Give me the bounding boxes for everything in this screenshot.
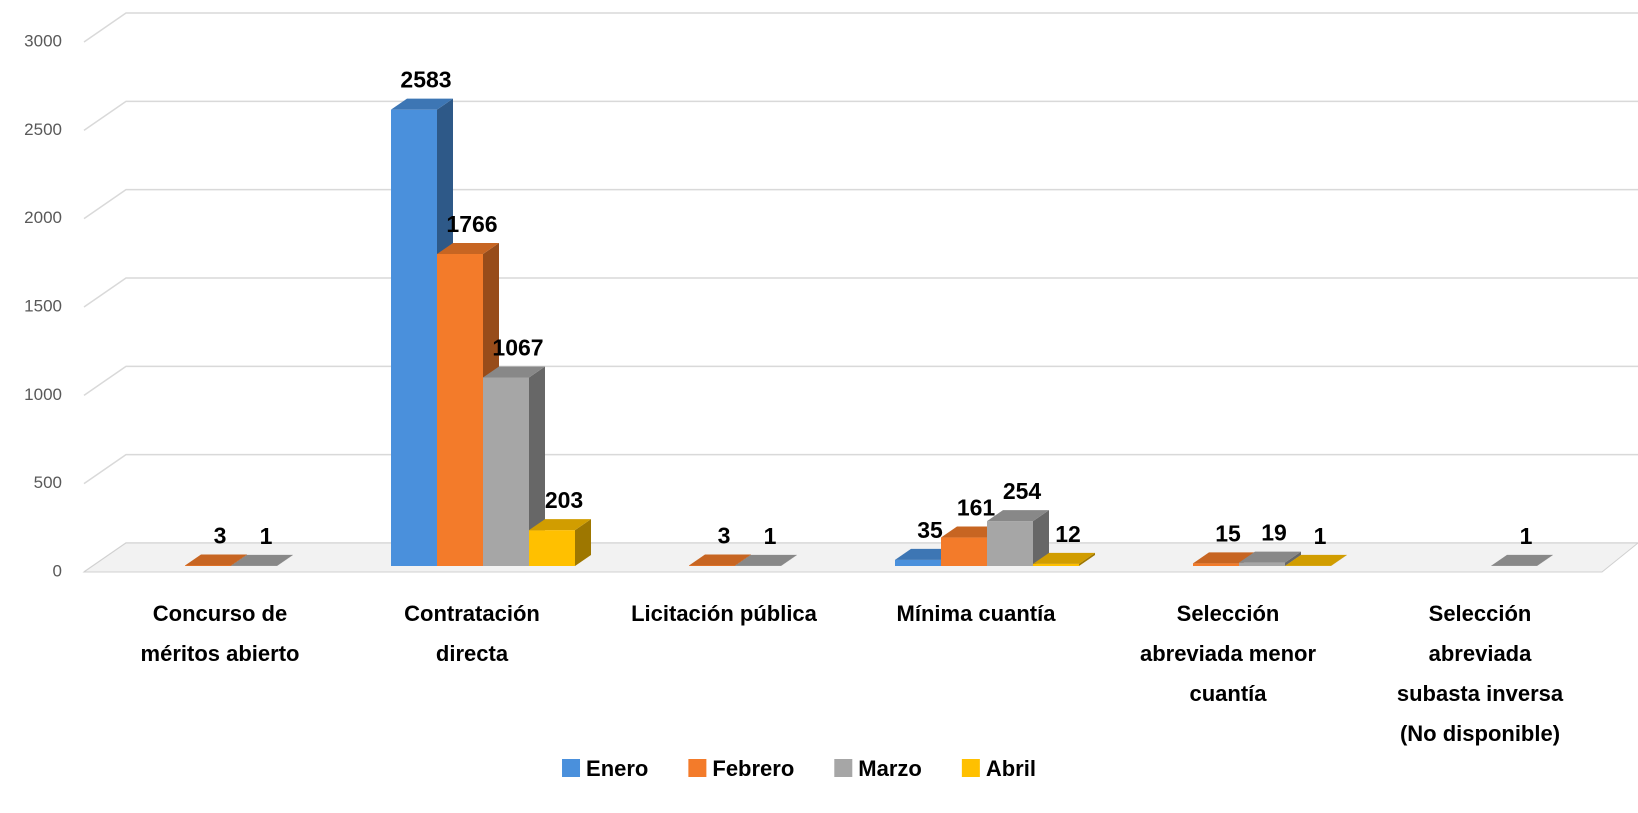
legend-swatch	[562, 759, 581, 777]
y-tick-label: 3000	[24, 31, 62, 50]
bar-side	[1033, 510, 1049, 566]
bar	[1239, 551, 1301, 566]
legend-label: Abril	[986, 756, 1036, 781]
legend-swatch	[834, 759, 853, 777]
x-tick-label: Mínima cuantía	[897, 601, 1057, 626]
y-tick-label: 1000	[24, 385, 62, 404]
bar-top	[391, 98, 453, 110]
x-tick-label: Contratación directa	[404, 601, 540, 666]
legend-label: Marzo	[858, 756, 922, 781]
grid-line	[83, 188, 1638, 220]
grid-line	[83, 453, 1638, 485]
bar-front	[185, 565, 231, 566]
bar-front	[529, 530, 575, 566]
bar-top	[1285, 554, 1347, 566]
bar-top	[483, 366, 545, 378]
x-tick-label: Concurso de méritos abierto	[141, 601, 300, 666]
value-label: 3	[718, 523, 731, 549]
bar	[231, 554, 293, 566]
grid-line	[83, 365, 1638, 396]
bar-top	[437, 243, 499, 255]
bar-top	[1033, 552, 1095, 564]
y-tick-label: 0	[53, 561, 62, 580]
grid-line	[83, 100, 1638, 131]
value-label: 35	[917, 517, 943, 543]
bar-top	[185, 554, 247, 566]
bar-front	[437, 254, 483, 567]
bar-front	[1193, 563, 1239, 566]
y-tick-label: 2000	[24, 208, 62, 227]
legend: Enero Febrero Marzo Abril	[562, 756, 1036, 781]
value-label: 1	[764, 523, 777, 549]
value-label: 19	[1261, 520, 1287, 546]
value-label: 3	[214, 523, 227, 549]
value-label: 15	[1215, 520, 1241, 546]
legend-swatch	[688, 759, 707, 777]
value-label: 1	[1314, 523, 1327, 549]
bar-front	[483, 377, 529, 566]
legend-label: Enero	[586, 756, 648, 781]
bar-front	[987, 521, 1033, 566]
bar-top	[231, 554, 293, 566]
bar	[529, 519, 591, 566]
value-label: 1766	[446, 211, 497, 237]
y-tick-label: 500	[34, 473, 62, 492]
legend-swatch	[961, 759, 980, 777]
value-label: 1	[260, 523, 273, 549]
bar-front	[941, 537, 987, 566]
x-tick-label: Selección abreviada subasta inversa (No dis…	[1397, 601, 1564, 746]
bar	[987, 510, 1049, 566]
bar-front	[391, 109, 437, 567]
bar-top	[1239, 551, 1301, 563]
bar	[1491, 554, 1553, 566]
bar-top	[529, 519, 591, 531]
bar-front	[689, 565, 735, 566]
bar-side	[1285, 551, 1301, 566]
value-label: 203	[545, 487, 583, 513]
bar-top	[1491, 554, 1553, 566]
bar	[735, 554, 797, 566]
bar	[483, 366, 545, 566]
value-label: 2583	[400, 67, 451, 93]
bar-top	[689, 554, 751, 566]
grid-line	[83, 277, 1638, 308]
bar-front	[1033, 563, 1079, 566]
bar-side	[781, 554, 797, 566]
value-label: 1	[1520, 523, 1533, 549]
bar-top	[1193, 552, 1255, 564]
value-label: 254	[1003, 478, 1042, 504]
bar-top	[735, 554, 797, 566]
x-tick-label: Selección abreviada menor cuantía	[1140, 601, 1317, 706]
bar-front	[895, 559, 941, 566]
y-tick-label: 2500	[24, 120, 62, 139]
bar-side	[1537, 554, 1553, 566]
bar-side	[1331, 554, 1347, 566]
bar-side	[1079, 552, 1095, 566]
value-label: 12	[1055, 521, 1081, 547]
bar-top	[987, 510, 1049, 522]
value-label: 161	[957, 495, 996, 521]
bar-side	[575, 519, 591, 566]
bar-side	[277, 554, 293, 566]
bar-front	[1239, 562, 1285, 566]
grid-line	[83, 12, 1638, 43]
y-tick-label: 1500	[24, 296, 62, 315]
bar	[1033, 552, 1095, 566]
floor	[82, 542, 1638, 573]
legend-label: Febrero	[712, 756, 794, 781]
value-label: 1067	[492, 335, 543, 361]
bar-side	[529, 366, 545, 566]
x-tick-label: Licitación pública	[631, 601, 818, 626]
bar	[1285, 554, 1347, 566]
